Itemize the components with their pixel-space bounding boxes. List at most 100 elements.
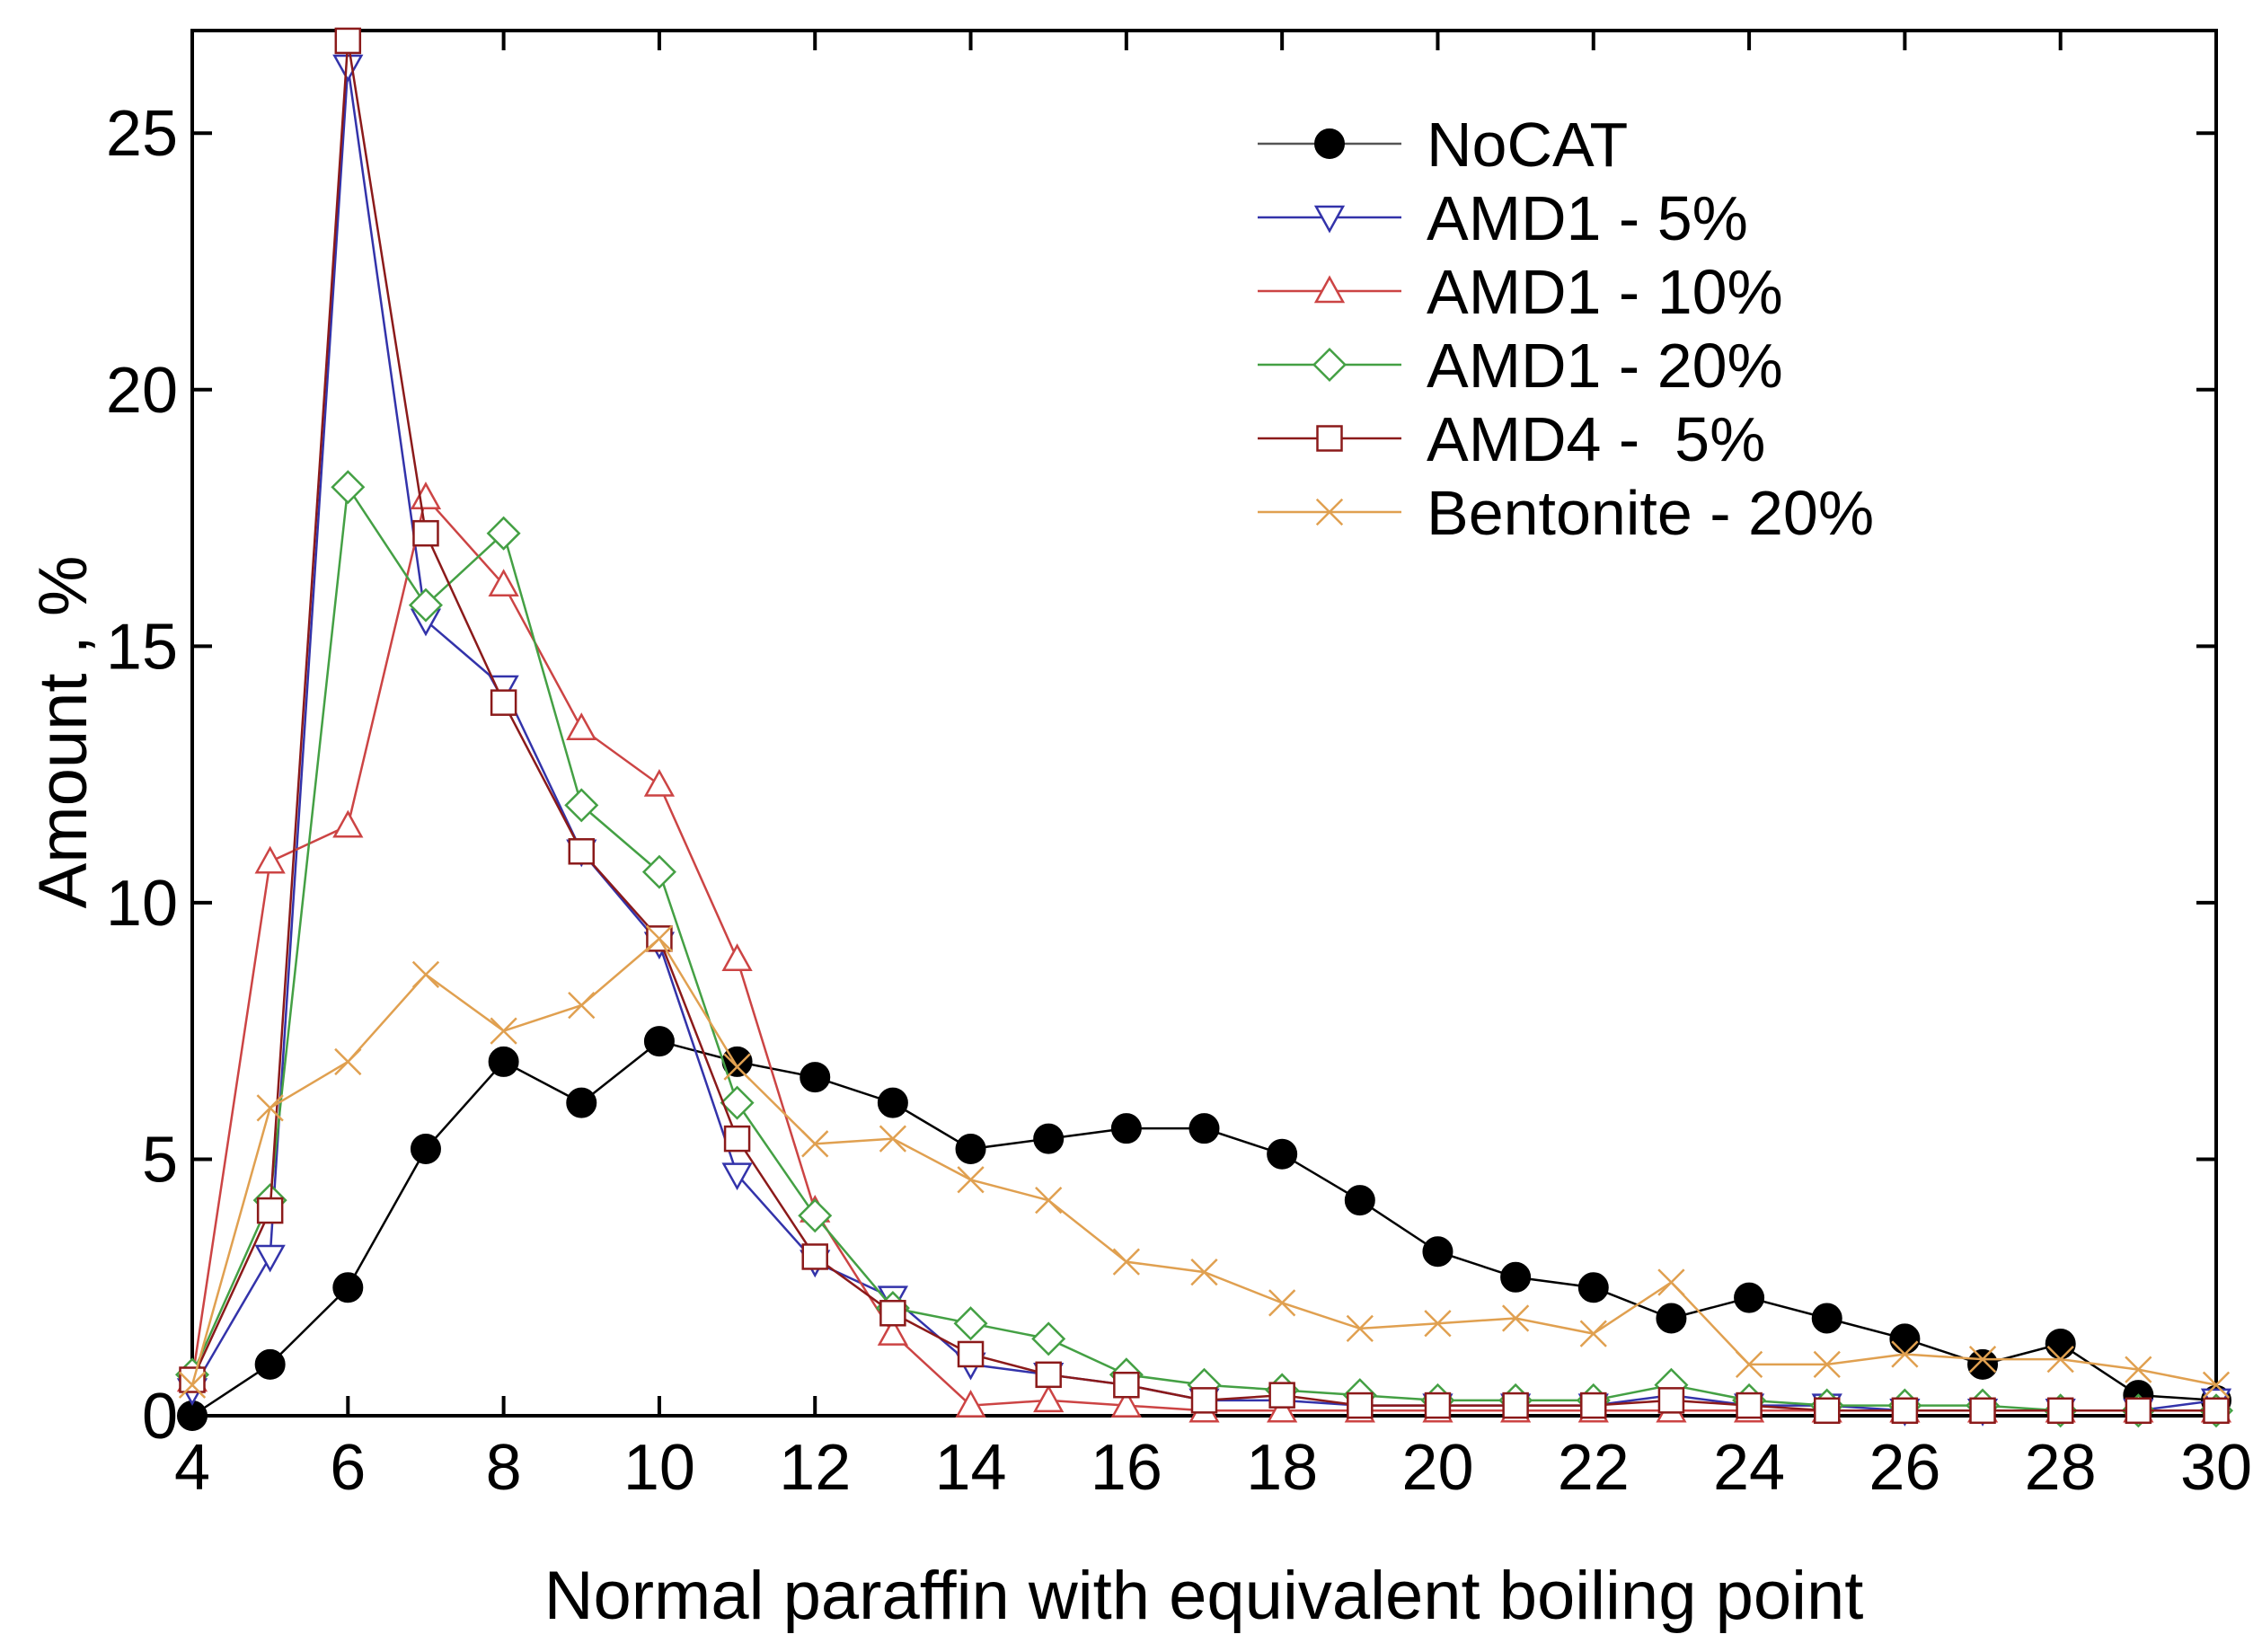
data-point — [1734, 1282, 1765, 1313]
legend-marker — [1314, 128, 1345, 159]
data-point — [568, 838, 596, 865]
legend-label: AMD1 - 5% — [1427, 183, 1748, 253]
data-point — [254, 1348, 286, 1380]
data-point — [490, 1017, 517, 1045]
legend-item: AMD1 - 5% — [1258, 183, 1748, 253]
data-point — [334, 27, 362, 55]
data-point — [1346, 1314, 1374, 1343]
legend-item: AMD1 - 20% — [1258, 331, 1783, 401]
data-point — [1500, 1261, 1532, 1293]
data-point — [490, 689, 517, 716]
data-point — [1268, 1289, 1296, 1317]
legend-item: NoCAT — [1258, 110, 1628, 180]
x-tick-label: 26 — [1869, 1432, 1940, 1504]
series-amd1-10 — [176, 481, 2232, 1423]
data-point — [2125, 1397, 2152, 1425]
data-point — [410, 1134, 441, 1165]
data-point — [1033, 1384, 1065, 1413]
data-point — [1424, 1391, 1452, 1419]
data-point — [1190, 1387, 1218, 1414]
data-point — [957, 1340, 985, 1368]
x-tick-label: 22 — [1558, 1432, 1630, 1504]
data-point — [254, 1244, 286, 1273]
data-point — [1657, 1268, 1685, 1296]
data-point — [411, 960, 440, 988]
legend-label: AMD1 - 20% — [1427, 331, 1783, 401]
series-amd1-5 — [176, 54, 2232, 1427]
data-point — [957, 1166, 985, 1194]
data-point — [1424, 1310, 1452, 1338]
x-tick-label: 12 — [779, 1432, 851, 1504]
y-tick-label: 25 — [106, 98, 178, 170]
x-tick-label: 30 — [2180, 1432, 2252, 1504]
x-tick-label: 10 — [623, 1432, 695, 1504]
data-point — [2045, 1329, 2076, 1360]
data-point — [721, 943, 753, 971]
data-point — [1422, 1236, 1454, 1268]
data-point — [2046, 1397, 2074, 1425]
data-point — [1577, 1272, 1609, 1303]
x-tick-label: 18 — [1246, 1432, 1318, 1504]
data-point — [256, 1094, 284, 1122]
x-tick-label: 24 — [1713, 1432, 1785, 1504]
data-point — [488, 1046, 519, 1077]
data-point — [1267, 1394, 1298, 1423]
data-point — [568, 991, 596, 1020]
data-point — [1267, 1138, 1298, 1170]
data-point — [2125, 1356, 2152, 1383]
legend-marker — [1312, 347, 1347, 383]
y-tick-label: 10 — [106, 868, 178, 940]
legend-item: Bentonite - 20% — [1258, 478, 1874, 548]
data-point — [332, 809, 364, 838]
data-point — [488, 569, 519, 597]
y-tick-label: 5 — [142, 1124, 178, 1196]
series-layer — [174, 27, 2234, 1431]
y-axis-title: Amount , % — [25, 556, 102, 909]
series-line — [190, 40, 2216, 1412]
data-point — [1656, 1303, 1687, 1334]
data-point — [2202, 1371, 2231, 1399]
data-point — [1891, 1340, 1919, 1368]
data-point — [798, 1198, 833, 1233]
legend-item: AMD4 - 5% — [1258, 404, 1765, 474]
x-tick-label: 16 — [1091, 1432, 1162, 1504]
data-point — [2046, 1346, 2074, 1374]
data-point — [955, 1390, 986, 1418]
data-point — [1347, 1391, 1374, 1419]
data-point — [1344, 1185, 1375, 1216]
data-point — [641, 854, 676, 889]
data-point — [877, 1087, 908, 1118]
data-point — [643, 768, 676, 797]
data-point — [953, 1306, 988, 1341]
legend-marker — [1313, 205, 1346, 234]
data-point — [1891, 1397, 1919, 1425]
data-point — [1035, 1186, 1063, 1215]
series-amd4-5 — [179, 27, 2230, 1425]
x-tick-label: 6 — [330, 1432, 366, 1504]
series-line — [191, 1039, 2217, 1418]
legend-marker — [1313, 275, 1346, 304]
data-point — [412, 519, 439, 547]
x-tick-label: 4 — [174, 1432, 210, 1504]
x-axis-title: Normal paraffin with equivalent boiling … — [544, 1558, 1864, 1634]
data-point — [1969, 1397, 1996, 1425]
legend-marker — [1315, 498, 1344, 526]
data-point — [334, 1047, 362, 1076]
x-tick-label: 14 — [934, 1432, 1006, 1504]
data-point — [331, 470, 366, 505]
data-point — [564, 788, 599, 823]
data-point — [2203, 1397, 2230, 1425]
data-point — [1035, 1361, 1062, 1389]
data-point — [1657, 1387, 1685, 1414]
data-point — [1188, 1113, 1220, 1144]
legend-item: AMD1 - 10% — [1258, 257, 1783, 327]
data-point — [720, 1085, 755, 1120]
legend-label: NoCAT — [1427, 110, 1628, 180]
series-line — [190, 936, 2217, 1386]
data-point — [877, 1318, 909, 1346]
data-point — [486, 516, 521, 551]
data-point — [1889, 1323, 1921, 1355]
data-point — [1580, 1391, 1607, 1419]
